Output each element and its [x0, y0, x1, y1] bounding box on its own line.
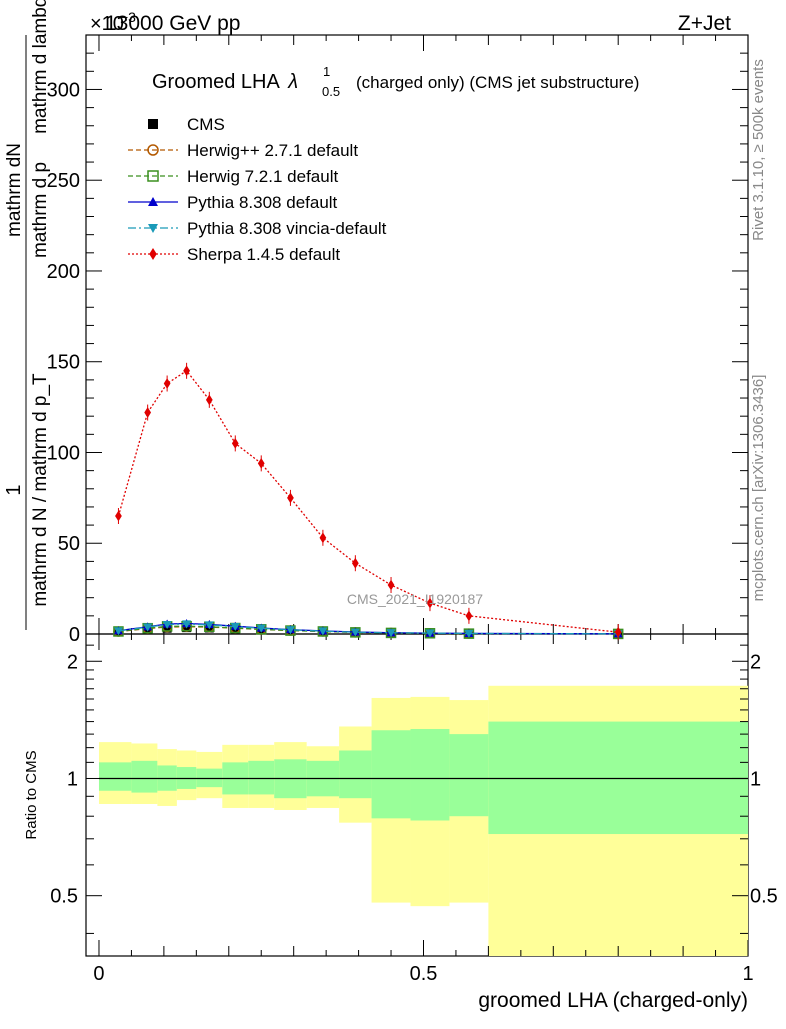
data-point [257, 457, 265, 469]
legend-entry: Pythia 8.308 default [128, 193, 338, 212]
inner-band-bin [410, 728, 450, 821]
inner-band-bin [371, 730, 411, 819]
ylabel-line-1: mathrm dN [4, 143, 25, 237]
data-point [204, 621, 214, 630]
ratio-ylabel: Ratio to CMS [23, 750, 40, 839]
ratio-ytick-label-right: 2 [750, 651, 761, 673]
data-point [230, 622, 240, 632]
main-ytick-label: 150 [47, 352, 80, 374]
data-point [182, 620, 192, 629]
plot-title-subscript: 0.5 [322, 84, 340, 99]
legend-label: Pythia 8.308 default [187, 193, 338, 212]
data-point [285, 626, 295, 635]
series-line [117, 369, 619, 633]
main-ytick-label: 50 [58, 533, 80, 555]
data-point [425, 629, 435, 638]
legend: CMS Herwig++ 2.7.1 default Herwig 7.2.1 de… [128, 115, 387, 264]
process-label: Z+Jet [678, 12, 731, 35]
legend-label: Pythia 8.308 vincia-default [187, 219, 387, 238]
main-ytick-label: 200 [47, 261, 80, 283]
legend-entry: Herwig 7.2.1 default [128, 167, 338, 186]
main-ytick-label: 0 [69, 624, 80, 646]
data-point [465, 610, 473, 622]
exponent-power-label: −3 [120, 9, 136, 25]
xtick-label: 0.5 [410, 963, 438, 985]
exponent-label: ×10 [90, 13, 124, 35]
data-point [148, 197, 158, 206]
data-point [350, 628, 360, 637]
data-point [147, 170, 159, 182]
ratio-ytick-label: 0.5 [50, 886, 78, 908]
data-point [113, 627, 123, 636]
xaxis-label: groomed LHA (charged-only) [478, 989, 748, 1012]
inner-band-bin [248, 760, 275, 795]
plot-title-suffix: (charged only) (CMS jet substructure) [356, 73, 639, 92]
data-point [162, 620, 172, 630]
ylabel-line-2: mathrm d p [30, 162, 51, 258]
main-ytick-label: 100 [47, 442, 80, 464]
inner-band-bin [98, 762, 132, 791]
data-point [148, 119, 158, 129]
main-plot-frame [85, 34, 749, 635]
legend-entry: Herwig++ 2.7.1 default [128, 141, 358, 160]
data-point [387, 579, 395, 591]
ratio-ytick-label: 1 [67, 768, 78, 790]
inner-band-bin [339, 750, 372, 799]
main-ylabel: 1 mathrm d N / mathrm d p_T mathrm dN ma… [3, 0, 51, 630]
xtick-label: 1 [742, 963, 753, 985]
legend-entry: Sherpa 1.4.5 default [128, 245, 340, 264]
legend-label: Herwig++ 2.7.1 default [187, 141, 358, 160]
ratio-ytick-label-right: 1 [750, 768, 761, 790]
plot-title: Groomed LHA λ [152, 71, 298, 93]
plot-title-superscript: 1 [323, 64, 330, 79]
series-sherpa-1-4-5-default [115, 362, 622, 641]
analysis-watermark: CMS_2021_I1920187 [347, 591, 483, 607]
ratio-ytick-label: 2 [67, 651, 78, 673]
data-point [464, 629, 474, 638]
main-ytick-label: 300 [47, 79, 80, 101]
legend-entry: CMS [148, 115, 225, 134]
rivet-label: Rivet 3.1.10, ≥ 500k events [750, 59, 767, 241]
series-line [118, 623, 619, 635]
data-point [287, 492, 294, 504]
data-point [183, 365, 190, 377]
data-point [115, 510, 122, 522]
data-point [426, 597, 434, 609]
xtick-label: 0 [93, 963, 104, 985]
mcplots-label: mcplots.cern.ch [arXiv:1306.3436] [750, 375, 767, 602]
data-point [231, 438, 239, 449]
inner-band-bin [131, 760, 158, 793]
ylabel-line-3: mathrm d lambda [30, 0, 51, 134]
ratio-ytick-label-right: 0.5 [750, 886, 778, 908]
data-point [614, 626, 622, 638]
main-ytick-label: 250 [47, 170, 80, 192]
series-pythia-8-308-vincia-default [113, 620, 623, 639]
ratio-axes: 0.5 0.5 1 1 2 2 0 0.5 1 [50, 634, 778, 985]
ylabel-numerator: 1 [3, 484, 25, 495]
data-point [143, 623, 153, 632]
data-point [147, 144, 159, 156]
legend-label: Sherpa 1.4.5 default [187, 245, 340, 264]
data-point [386, 629, 396, 638]
data-point [163, 378, 171, 389]
legend-label: CMS [187, 115, 225, 134]
energy-label: 13000 GeV pp [105, 12, 240, 35]
data-point [351, 557, 359, 569]
ratio-bands [98, 685, 748, 956]
legend-entry: Pythia 8.308 vincia-default [128, 219, 387, 238]
series-line [118, 622, 619, 635]
data-point [144, 407, 152, 418]
data-point [318, 627, 328, 636]
ylabel-denominator: mathrm d N / mathrm d p_T [30, 373, 51, 607]
data-point [149, 248, 157, 260]
inner-band-bin [449, 734, 489, 817]
series-layer [113, 362, 624, 641]
data-point [205, 394, 213, 406]
data-point [319, 532, 327, 544]
legend-label: Herwig 7.2.1 default [187, 167, 338, 186]
inner-band-bin [488, 721, 748, 835]
data-point [148, 224, 158, 233]
data-point [256, 624, 266, 633]
